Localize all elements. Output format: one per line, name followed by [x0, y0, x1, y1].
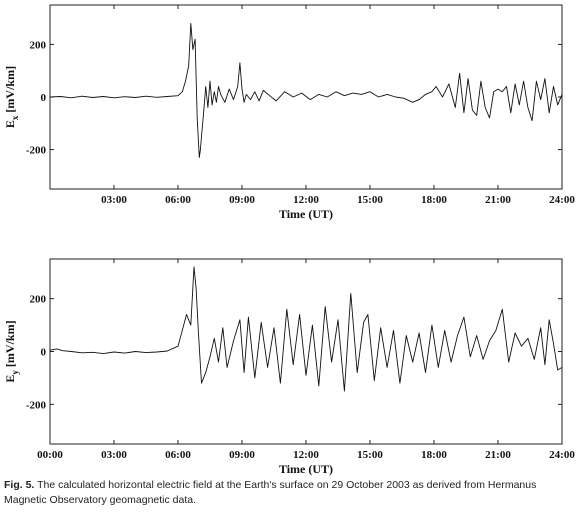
plot-frame	[49, 258, 563, 445]
series-line	[49, 266, 563, 392]
y-tick-label: -200	[26, 399, 47, 411]
x-tick-label: 12:00	[293, 449, 319, 461]
y-tick-label: 0	[41, 92, 47, 104]
x-tick-label: 18:00	[421, 449, 447, 461]
x-tick-label: 09:00	[229, 449, 255, 461]
y-axis-title: Ey [mV/km]	[3, 320, 20, 382]
series-line	[49, 22, 563, 158]
y-tick-label: -200	[26, 145, 47, 157]
figure-caption: Fig. 5. The calculated horizontal electr…	[4, 478, 574, 508]
y-axis-title: Ex [mV/km]	[3, 66, 20, 128]
y-tick-label: 0	[41, 347, 47, 359]
x-tick-label: 15:00	[357, 449, 383, 461]
x-axis-title: Time (UT)	[279, 207, 333, 221]
x-tick-label: 24:00	[549, 449, 575, 461]
x-tick-label: 18:00	[421, 194, 447, 206]
x-tick-label: 03:00	[101, 449, 127, 461]
caption-label: Fig. 5.	[4, 479, 35, 491]
x-tick-label: 21:00	[485, 449, 511, 461]
x-tick-label: 00:00	[37, 449, 63, 461]
panel-ey: 00:00 03:00 06:00 09:00 12:00 15:00 18:00 21:00…	[3, 258, 575, 476]
x-tick-label: 06:00	[165, 194, 191, 206]
y-tick-label: 200	[30, 294, 47, 306]
x-tick-label: 21:00	[485, 194, 511, 206]
y-tick-label: 200	[30, 39, 47, 51]
x-tick-label: 15:00	[357, 194, 383, 206]
x-tick-label: 24:00	[549, 194, 575, 206]
x-tick-label: 03:00	[101, 194, 127, 206]
x-tick-label: 12:00	[293, 194, 319, 206]
caption-text: The calculated horizontal electric field…	[4, 479, 537, 506]
panel-ex: 03:00 06:00 09:00 12:00 15:00 18:00 21:00 24:00…	[3, 4, 575, 221]
x-tick-label: 06:00	[165, 449, 191, 461]
x-tick-label: 09:00	[229, 194, 255, 206]
x-axis-title: Time (UT)	[279, 462, 333, 476]
